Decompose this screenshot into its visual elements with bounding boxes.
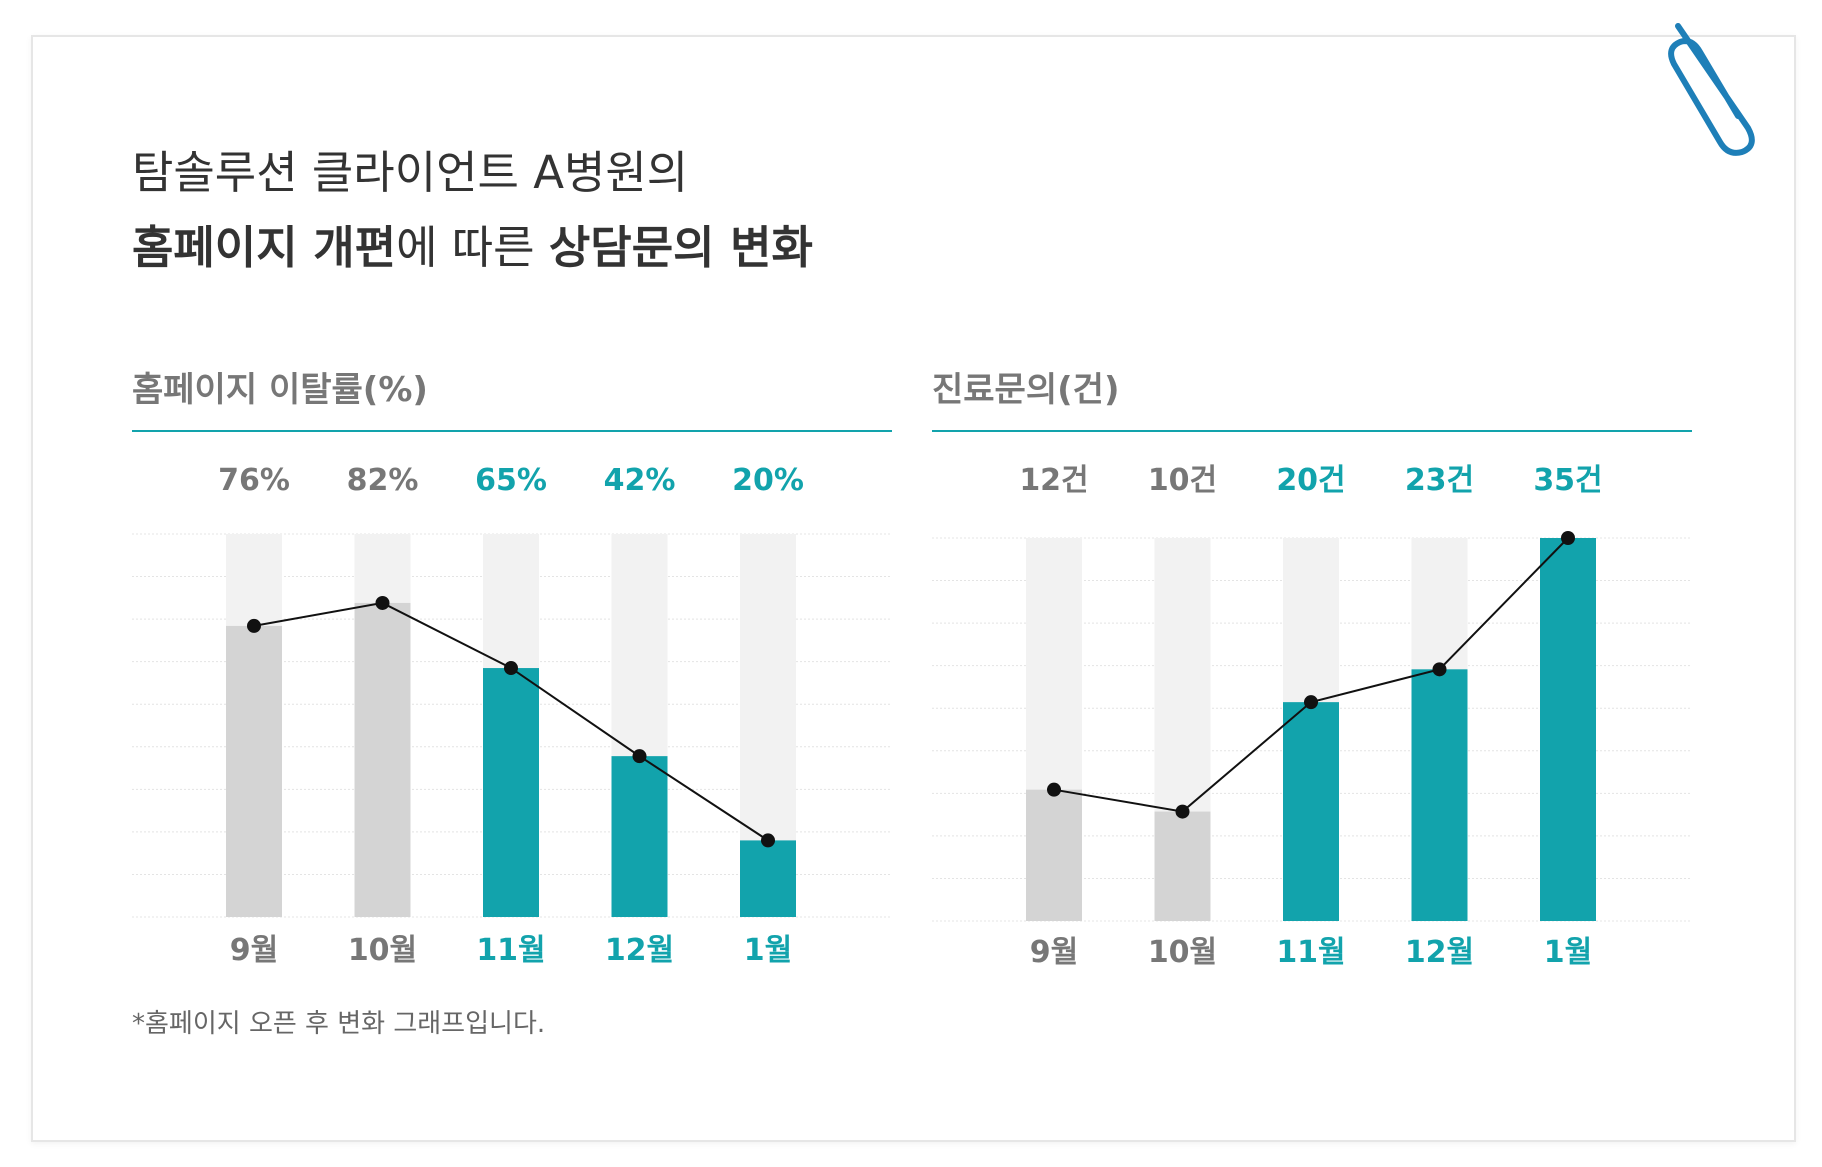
data-point (632, 749, 647, 764)
data-point (1432, 662, 1447, 677)
value-label: 23건 (1405, 463, 1474, 498)
paperclip-icon (1668, 23, 1755, 156)
bar (611, 756, 668, 917)
footnote: *홈페이지 오픈 후 변화 그래프입니다. (132, 1009, 546, 1039)
title-line-2: 홈페이지 개편에 따른 상담문의 변화 (132, 208, 813, 288)
category-label: 9월 (230, 933, 278, 968)
chart-title: 진료문의(건) (932, 370, 1120, 410)
category-label: 11월 (1276, 935, 1345, 970)
value-label: 42% (604, 463, 676, 498)
bar (1283, 702, 1339, 921)
data-point (1175, 804, 1190, 819)
value-label: 82% (347, 463, 419, 498)
category-label: 12월 (1405, 935, 1474, 970)
value-label: 20% (732, 463, 804, 498)
bounce-rate-plot: 76% 9월 82% 10월 65% 11월 42% 12월 20% 1월 (132, 430, 892, 968)
category-label: 9월 (1030, 935, 1078, 970)
bar (354, 602, 411, 917)
data-point (375, 595, 390, 610)
category-label: 11월 (476, 933, 545, 968)
bar (226, 625, 282, 917)
category-label: 10월 (348, 933, 417, 968)
bar (1026, 789, 1082, 921)
title-line-1: 탐솔루션 클라이언트 A병원의 (132, 146, 689, 199)
bounce-rate-chart: 홈페이지 이탈률(%) 76% 9월 82% 10월 65% 11월 42% 12월 20% 1월 (132, 362, 892, 1002)
bar (1154, 811, 1211, 921)
inquiry-plot: 12건 9월 10건 10월 20건 11월 23건 12월 35건 1월 (932, 430, 1692, 970)
category-label: 10월 (1148, 935, 1217, 970)
value-label: 12건 (1019, 463, 1088, 498)
bar (483, 668, 539, 917)
value-label: 35건 (1533, 463, 1602, 498)
title-bold-1: 홈페이지 개편 (132, 221, 397, 274)
page-title: 탐솔루션 클라이언트 A병원의 홈페이지 개편에 따른 상담문의 변화 (132, 138, 813, 288)
bar (1411, 669, 1468, 921)
data-point (504, 661, 518, 676)
data-point (1047, 782, 1061, 797)
data-point (1304, 695, 1318, 710)
title-mid: 에 따른 (396, 221, 549, 274)
category-label: 12월 (605, 933, 674, 968)
title-bold-2: 상담문의 변화 (548, 221, 813, 274)
category-label: 1월 (744, 933, 792, 968)
value-label: 65% (475, 463, 547, 498)
value-label: 10건 (1148, 463, 1217, 498)
inquiry-chart: 진료문의(건) 12건 9월 10건 10월 20건 11월 23건 12월 35건 1월 (932, 362, 1692, 1002)
bar (1540, 538, 1596, 921)
data-point (247, 618, 261, 633)
data-point (761, 833, 775, 848)
bar (740, 840, 796, 917)
category-label: 1월 (1544, 935, 1592, 970)
chart-card (31, 35, 1796, 1142)
value-label: 20건 (1276, 463, 1345, 498)
value-label: 76% (218, 463, 290, 498)
chart-title: 홈페이지 이탈률(%) (132, 370, 428, 410)
data-point (1561, 531, 1575, 545)
